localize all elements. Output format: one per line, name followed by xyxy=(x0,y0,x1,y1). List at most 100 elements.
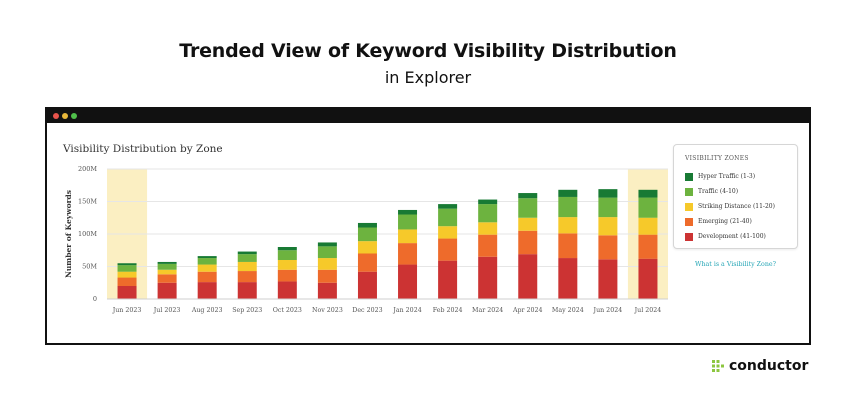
bar-segment xyxy=(478,222,498,235)
conductor-logo-icon xyxy=(712,360,724,372)
legend-swatch xyxy=(685,218,693,226)
bar-segment xyxy=(598,197,618,218)
bar-segment xyxy=(558,189,578,197)
brand-name: conductor xyxy=(729,358,809,374)
x-tick-label: Jul 2024 xyxy=(634,307,662,314)
bar-segment xyxy=(638,189,658,198)
bar-segment xyxy=(317,282,337,299)
bar-segment xyxy=(197,258,217,265)
legend-label: Traffic (4-10) xyxy=(698,188,739,195)
bar-segment xyxy=(438,226,458,239)
bar-segment xyxy=(558,258,578,299)
bar-segment xyxy=(197,282,217,299)
window-close-button[interactable] xyxy=(53,113,59,119)
bar-segment xyxy=(117,265,137,272)
bar-segment xyxy=(277,260,297,270)
bar-segment xyxy=(518,198,538,218)
x-tick-label: May 2024 xyxy=(552,307,584,314)
window-minimize-button[interactable] xyxy=(62,113,68,119)
bar-segment xyxy=(157,261,177,264)
x-tick-label: Jun 2023 xyxy=(112,307,142,314)
bar-segment xyxy=(157,269,177,275)
x-tick-label: Feb 2024 xyxy=(433,307,463,314)
bar-segment xyxy=(197,264,217,272)
bar-segment xyxy=(518,193,538,199)
bar-segment xyxy=(398,214,418,230)
bar-segment xyxy=(237,261,257,272)
bar-segment xyxy=(598,217,618,236)
bar-segment xyxy=(638,258,658,299)
x-tick-label: Apr 2024 xyxy=(512,307,543,314)
bar-segment xyxy=(117,263,137,266)
chart-title: Visibility Distribution by Zone xyxy=(63,143,223,155)
bar-segment xyxy=(518,230,538,255)
bar-segment xyxy=(478,256,498,299)
x-tick-label: Aug 2023 xyxy=(191,307,223,314)
legend-swatch xyxy=(685,203,693,211)
x-tick-label: Jun 2024 xyxy=(593,307,623,314)
legend-label: Emerging (21-40) xyxy=(698,218,752,225)
bar-segment xyxy=(197,256,217,259)
bar-segment xyxy=(357,253,377,272)
bar-segment xyxy=(638,217,658,235)
legend-label: Striking Distance (11-20) xyxy=(698,203,775,210)
bar-segment xyxy=(317,258,337,270)
bar-segment xyxy=(638,234,658,259)
bar-segment xyxy=(438,208,458,227)
bar-segment xyxy=(197,271,217,283)
bar-segment xyxy=(157,263,177,270)
app-window: 0 50M 100M 150M 200M Number of Keywords Jun 20… xyxy=(45,107,811,345)
bar-segment xyxy=(638,197,658,218)
visibility-chart: 0 50M 100M 150M 200M Number of Keywords Jun 20… xyxy=(64,165,668,314)
bar-segment xyxy=(277,250,297,260)
x-tick-label: Jan 2024 xyxy=(392,307,421,314)
y-tick-label: 50M xyxy=(82,263,97,271)
bar-segment xyxy=(478,199,498,205)
bar-segment xyxy=(357,271,377,299)
bar-segment xyxy=(237,251,257,255)
bar-segment xyxy=(117,271,137,278)
bar-segment xyxy=(317,246,337,259)
bar-segment xyxy=(157,274,177,283)
bar-segment xyxy=(438,260,458,299)
x-tick-label: Sep 2023 xyxy=(232,307,262,314)
x-tick-label: Oct 2023 xyxy=(273,307,302,314)
bar-segment xyxy=(117,277,137,286)
legend-label: Hyper Traffic (1-3) xyxy=(698,173,756,180)
bar-segment xyxy=(478,234,498,257)
bar-segment xyxy=(277,247,297,251)
y-tick-label: 200M xyxy=(78,165,97,173)
bar-segment xyxy=(558,233,578,259)
bar-segment xyxy=(478,204,498,223)
bar-segment xyxy=(277,269,297,282)
bar-segment xyxy=(398,229,418,244)
legend-label: Development (41-100) xyxy=(698,233,766,240)
bar-segment xyxy=(438,204,458,209)
bar-segment xyxy=(157,282,177,299)
bar-segment xyxy=(398,209,418,215)
bar-segment xyxy=(357,222,377,228)
bar-segment xyxy=(598,189,618,198)
bar-segment xyxy=(317,269,337,283)
visibility-zone-help-link[interactable]: What is a Visibility Zone? xyxy=(695,261,776,268)
bar-segment xyxy=(317,242,337,247)
window-maximize-button[interactable] xyxy=(71,113,77,119)
legend-swatch xyxy=(685,233,693,241)
legend-swatch xyxy=(685,173,693,181)
bar-segment xyxy=(357,227,377,242)
bar-segment xyxy=(598,235,618,260)
hero-subtitle: in Explorer xyxy=(384,68,472,87)
legend-title: VISIBILITY ZONES xyxy=(685,155,749,162)
window-titlebar xyxy=(47,109,809,123)
legend-panel: VISIBILITY ZONES Hyper Traffic (1-3) Tra… xyxy=(673,144,798,249)
x-tick-label: Dec 2023 xyxy=(352,307,382,314)
bar-segment xyxy=(438,238,458,261)
bar-segment xyxy=(357,241,377,254)
bar-segment xyxy=(598,259,618,299)
bar-segment xyxy=(558,217,578,234)
x-tick-label: Jul 2023 xyxy=(153,307,181,314)
y-axis-label: Number of Keywords xyxy=(64,190,73,278)
bar-segment xyxy=(398,264,418,299)
bar-segment xyxy=(558,196,578,218)
bar-segment xyxy=(237,282,257,299)
